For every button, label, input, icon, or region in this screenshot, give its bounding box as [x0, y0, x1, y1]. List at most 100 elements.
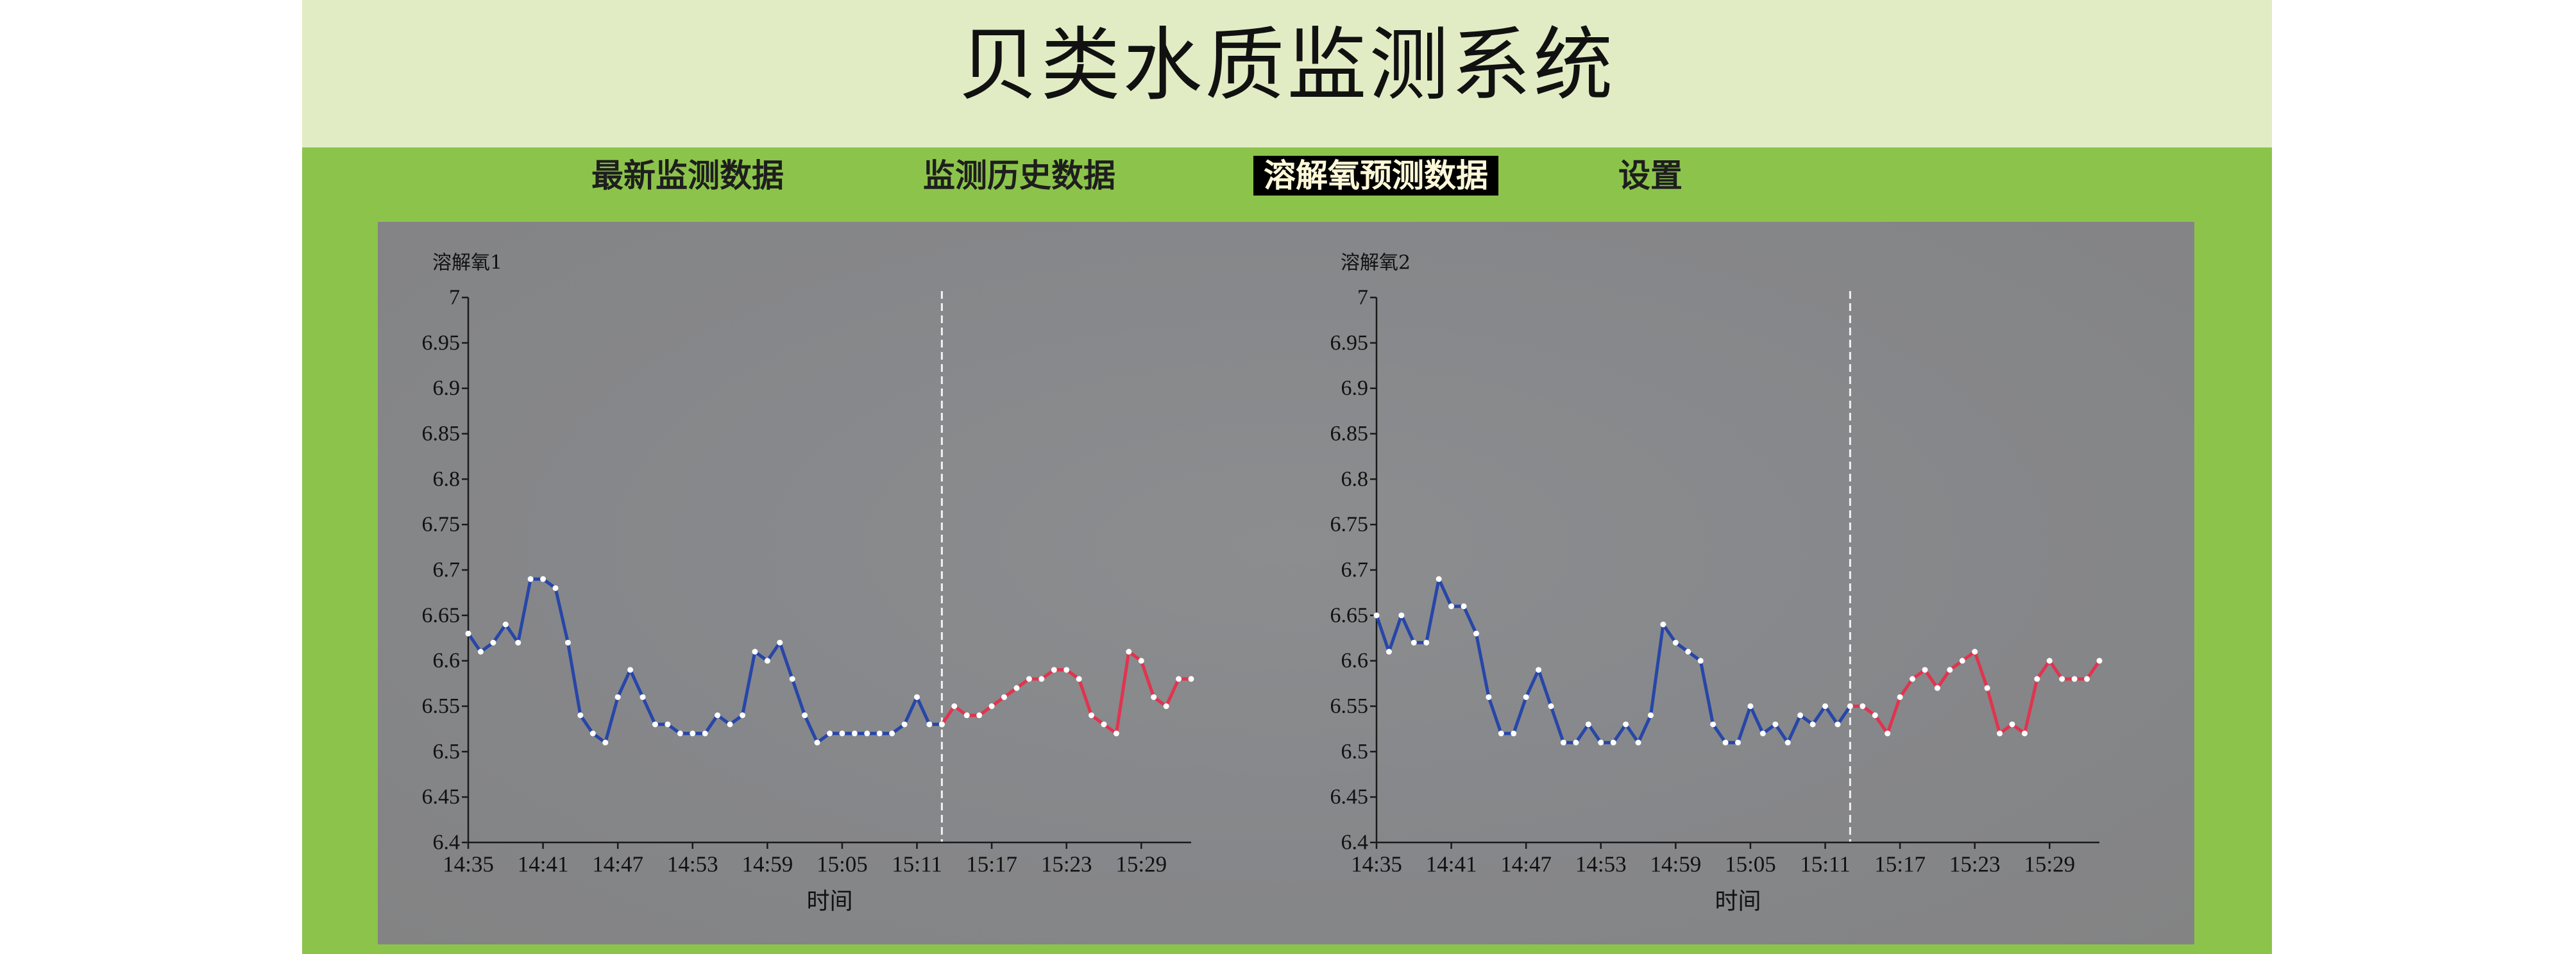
- chart-2-series-1-point: [1685, 649, 1691, 655]
- chart-2-x-tick-label: 15:17: [1874, 852, 1926, 877]
- chart-2-series-1-point: [1373, 612, 1380, 619]
- chart-1-series-1-point: [864, 730, 870, 737]
- chart-2-series-2-point: [1860, 703, 1866, 709]
- chart-1-series-2-point: [1188, 676, 1194, 682]
- chart-1-series-2-point: [1163, 703, 1169, 709]
- chart-1-series-1-point: [640, 694, 646, 700]
- chart-1-y-tick-label: 6.85: [422, 422, 461, 446]
- chart-1-y-tick-label: 6.65: [422, 603, 461, 627]
- chart-1-series-2-point: [1151, 694, 1157, 700]
- chart-2-series-1-point: [1809, 721, 1816, 728]
- chart-2-series-2-point: [1959, 658, 1965, 664]
- chart-2-x-tick-label: 15:23: [1949, 852, 2001, 877]
- chart-1-series-2-point: [1051, 667, 1057, 673]
- chart-2-x-tick-label: 15:29: [2024, 852, 2075, 877]
- tab-monitoring-history-data[interactable]: 监测历史数据: [923, 157, 1115, 194]
- tab-settings[interactable]: 设置: [1618, 157, 1682, 194]
- chart-2-series-1-point: [1423, 639, 1430, 646]
- chart-1-series-2-point: [1089, 712, 1095, 719]
- chart-2-series-1-point: [1598, 739, 1604, 746]
- chart-2-y-tick-label: 6.55: [1330, 694, 1369, 718]
- chart-1-series-1-point: [802, 712, 808, 719]
- chart-2-series-2-point: [1972, 649, 1978, 655]
- chart-2-x-tick-label: 14:59: [1650, 852, 1701, 877]
- chart-1-x-tick-label: 14:47: [592, 852, 643, 877]
- chart-1-x-tick-label: 14:41: [518, 852, 569, 877]
- chart-2-series-1-point: [1835, 721, 1841, 728]
- chart-1-x-tick-label: 15:17: [966, 852, 1017, 877]
- chart-1-series-2-point: [988, 703, 995, 709]
- tab-dissolved-oxygen-forecast[interactable]: 溶解氧预测数据: [1253, 156, 1498, 196]
- chart-1-series-2-point: [951, 703, 958, 709]
- chart-2-series-2-point: [2084, 676, 2090, 682]
- chart-1-y-tick-label: 6.5: [433, 740, 461, 764]
- chart-2-series-1-point: [1722, 739, 1729, 746]
- chart-1-series-2-point: [938, 721, 945, 728]
- chart-1-series-1-point: [876, 730, 883, 737]
- chart-1-y-tick-label: 6.4: [433, 831, 461, 855]
- chart-2-series-2-point: [1897, 694, 1903, 700]
- chart-2-series-1-point: [1536, 667, 1542, 673]
- chart-2-series-2-point: [2021, 730, 2028, 737]
- chart-2-y-tick-label: 6.8: [1341, 467, 1369, 491]
- chart-2-series-1-point: [1548, 703, 1554, 709]
- tab-latest-monitoring-data[interactable]: 最新监测数据: [591, 157, 784, 194]
- chart-2-series-1-point: [1747, 703, 1754, 709]
- chart-1-series-2-point: [1076, 676, 1082, 682]
- chart-1-series-1-point: [602, 739, 609, 746]
- chart-2-x-tick-label: 14:35: [1351, 852, 1402, 877]
- chart-1-x-tick-label: 14:59: [741, 852, 793, 877]
- chart-1-x-tick-label: 15:11: [892, 852, 942, 877]
- chart-1-series-1-point: [839, 730, 845, 737]
- chart-2-series-1-point: [1573, 739, 1579, 746]
- chart-2-y-tick-label: 6.4: [1341, 831, 1369, 855]
- chart-2-series-1-point: [1660, 621, 1666, 628]
- chart-1-y-tick-label: 6.45: [422, 785, 461, 809]
- chart-2-series-1-point: [1759, 730, 1766, 737]
- chart-1-series-2-line: [940, 650, 1193, 735]
- chart-1-series-1-point: [752, 649, 758, 655]
- chart-1-series-1-point: [652, 721, 658, 728]
- chart-2-x-tick-label: 15:11: [1800, 852, 1850, 877]
- chart-1-y-tick-label: 6.95: [422, 331, 461, 355]
- chart-2-series-1-point: [1523, 694, 1529, 700]
- chart-1-x-tick-label: 15:05: [817, 852, 868, 877]
- chart-2-series-1-point: [1772, 721, 1779, 728]
- chart-2-series-1-point: [1710, 721, 1716, 728]
- chart-2-y-tick-label: 6.65: [1330, 603, 1369, 627]
- chart-2-series-1-point: [1398, 612, 1405, 619]
- chart-1-x-axis-title: 时间: [806, 889, 852, 915]
- chart-2-series-2-point: [2059, 676, 2065, 682]
- chart-1-y-tick-label: 6.8: [433, 467, 461, 491]
- chart-1-series-1-point: [715, 712, 721, 719]
- chart-2-x-tick-label: 14:53: [1575, 852, 1627, 877]
- chart-1-x-tick-label: 15:29: [1115, 852, 1167, 877]
- chart-2-y-tick-label: 7: [1357, 286, 1368, 310]
- chart-1-series-1-point: [552, 585, 559, 591]
- app-window: 贝类水质监测系统 最新监测数据 监测历史数据 溶解氧预测数据 设置 溶解氧1 7 6…: [302, 0, 2272, 954]
- chart-2-series-2-point: [1922, 667, 1928, 673]
- chart-1-series-2-point: [1126, 649, 1132, 655]
- chart-1-series-2-point: [1113, 730, 1119, 737]
- chart-2-series-1-point: [1697, 658, 1704, 664]
- chart-1-series-2-point: [1063, 667, 1070, 673]
- chart-1-series-2-point: [1176, 676, 1182, 682]
- chart-1-y-axis-name: 溶解氧1: [432, 252, 502, 274]
- chart-1-series-1-point: [527, 576, 534, 582]
- chart-2-series-1-point: [1436, 576, 1442, 582]
- chart-1-series-1-point: [614, 694, 621, 700]
- chart-1-series-2-point: [1101, 721, 1107, 728]
- chart-1-series-1-point: [665, 721, 671, 728]
- chart-2-y-tick-label: 6.7: [1341, 558, 1369, 582]
- chart-1-series-1-point: [764, 658, 770, 664]
- app-header: 贝类水质监测系统: [302, 0, 2272, 147]
- chart-2-series-1-point: [1486, 694, 1492, 700]
- chart-2-series-1-point: [1560, 739, 1566, 746]
- chart-2-series-2-point: [2034, 676, 2040, 682]
- chart-2-series-1-point: [1784, 739, 1791, 746]
- chart-2-series-1-point: [1585, 721, 1591, 728]
- chart-1-y-tick-label: 7: [449, 286, 460, 310]
- chart-1-y-tick-label: 6.75: [422, 513, 461, 537]
- chart-2-series-1-point: [1411, 639, 1417, 646]
- chart-1-series-1-point: [851, 730, 858, 737]
